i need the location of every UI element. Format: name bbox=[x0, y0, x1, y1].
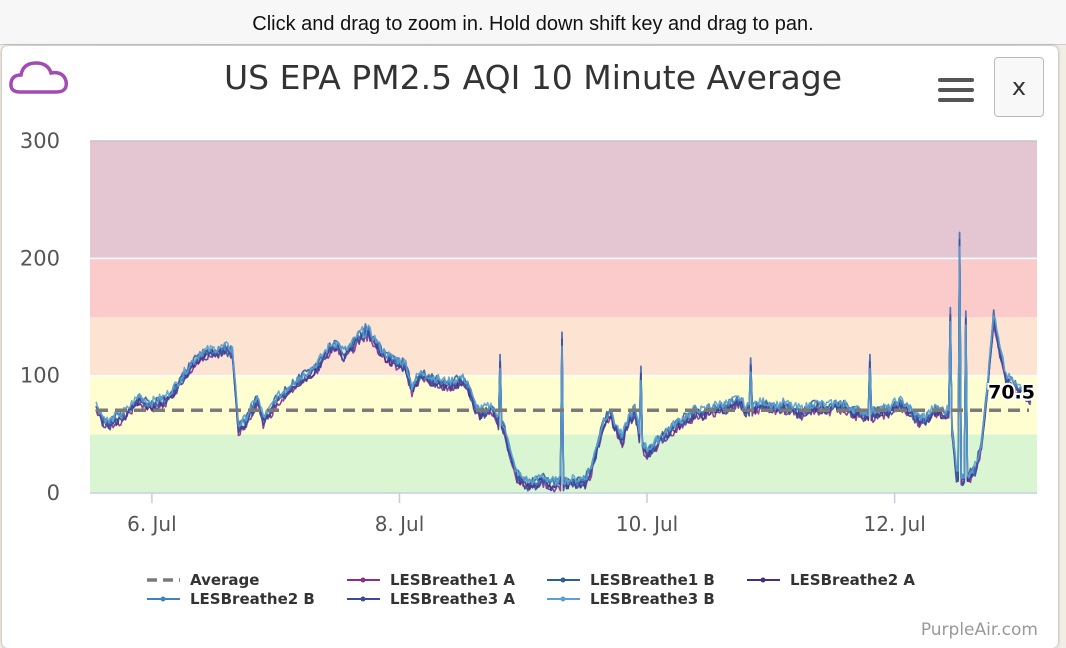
legend-marker bbox=[160, 596, 166, 602]
x-tick-label: 10. Jul bbox=[616, 512, 678, 536]
y-tick-label: 0 bbox=[47, 481, 60, 505]
series-line-lesbreathe3-b bbox=[95, 245, 1032, 486]
legend-item-label[interactable]: LESBreathe1 A bbox=[390, 571, 515, 589]
x-tick-label: 6. Jul bbox=[127, 512, 177, 536]
legend-marker bbox=[560, 577, 566, 583]
zoom-hint: Click and drag to zoom in. Hold down shi… bbox=[0, 0, 1066, 45]
average-value-label: 70.5 bbox=[988, 381, 1035, 403]
close-button[interactable]: x bbox=[994, 57, 1044, 117]
purpleair-credit[interactable]: PurpleAir.com bbox=[920, 620, 1038, 640]
legend-item-label[interactable]: LESBreathe2 A bbox=[790, 571, 915, 589]
hamburger-menu-icon[interactable] bbox=[938, 78, 974, 104]
series-line-lesbreathe3-a bbox=[95, 238, 1032, 492]
aqi-band-2 bbox=[90, 317, 1037, 376]
aqi-band-4 bbox=[90, 141, 1037, 259]
y-tick-label: 100 bbox=[20, 364, 60, 388]
cloud-icon[interactable] bbox=[8, 56, 70, 98]
legend-item-label[interactable]: Average bbox=[190, 571, 259, 589]
chart-title: US EPA PM2.5 AQI 10 Minute Average bbox=[223, 58, 843, 97]
x-tick-label: 8. Jul bbox=[375, 512, 425, 536]
legend-marker bbox=[560, 596, 566, 602]
y-tick-label: 300 bbox=[20, 129, 60, 153]
legend-item-label[interactable]: LESBreathe2 B bbox=[190, 590, 315, 608]
legend-marker bbox=[760, 577, 766, 583]
legend-item-label[interactable]: LESBreathe3 B bbox=[590, 590, 715, 608]
legend-marker bbox=[360, 596, 366, 602]
legend-marker bbox=[360, 577, 366, 583]
aqi-band-3 bbox=[90, 258, 1037, 317]
legend-item-label[interactable]: LESBreathe3 A bbox=[390, 590, 515, 608]
y-tick-label: 200 bbox=[20, 246, 60, 270]
legend-item-label[interactable]: LESBreathe1 B bbox=[590, 571, 715, 589]
x-tick-label: 12. Jul bbox=[863, 512, 925, 536]
